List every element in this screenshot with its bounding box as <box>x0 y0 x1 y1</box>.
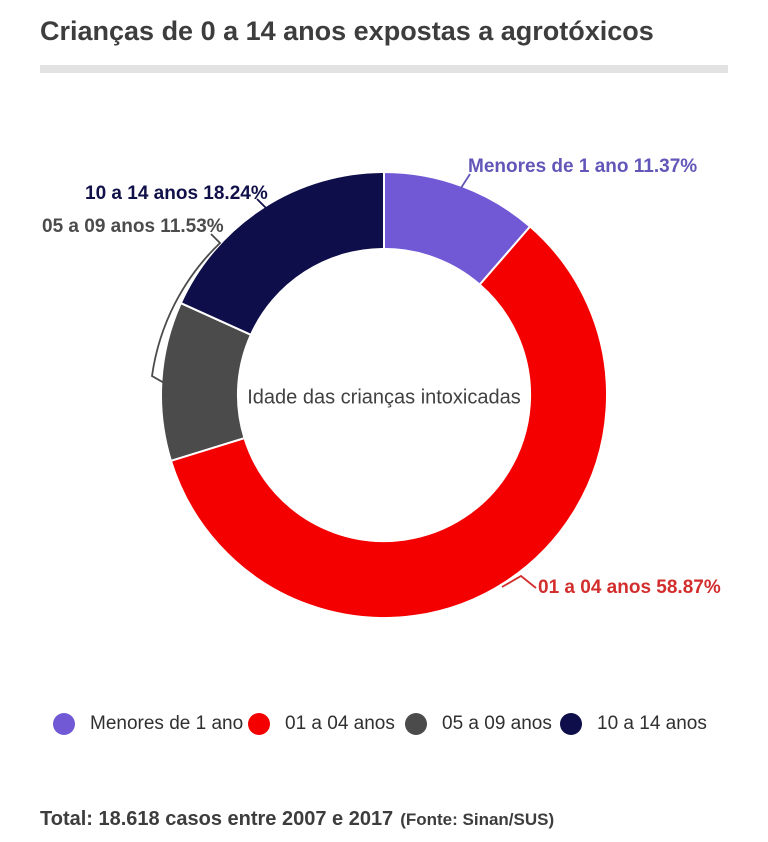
leader-line-10-a-14-anos <box>256 198 269 211</box>
donut-segment-01-a-04-anos[interactable] <box>169 225 608 619</box>
leader-line-menores-de-1-ano <box>460 173 471 189</box>
legend-item-01-a-04-anos[interactable]: 01 a 04 anos <box>248 713 395 735</box>
legend-dot <box>405 713 427 735</box>
footer-note: Total: 18.618 casos entre 2007 e 2017 (F… <box>40 808 554 831</box>
legend-label: 10 a 14 anos <box>597 713 707 734</box>
leader-line-05-a-09-anos <box>151 233 222 385</box>
legend-item-05-a-09-anos[interactable]: 05 a 09 anos <box>405 713 552 735</box>
legend-label: 05 a 09 anos <box>442 713 552 734</box>
legend-item-menores-de-1-ano[interactable]: Menores de 1 ano <box>53 713 243 735</box>
legend-label: Menores de 1 ano <box>90 713 244 734</box>
callout-leader-lines <box>151 173 537 589</box>
legend-dot <box>560 713 582 735</box>
legend-dot <box>53 713 75 735</box>
footer-total: Total: 18.618 casos entre 2007 e 2017 <box>40 808 394 830</box>
callout-10-a-14-anos: 10 a 14 anos 18.24% <box>85 183 268 204</box>
callout-menores-de-1-ano: Menores de 1 ano 11.37% <box>468 156 698 177</box>
donut-segment-10-a-14-anos[interactable] <box>179 170 385 337</box>
donut-segments <box>160 170 608 619</box>
donut-center-label: Idade das crianças intoxicadas <box>247 386 521 409</box>
legend-dot <box>248 713 270 735</box>
callout-05-a-09-anos: 05 a 09 anos 11.53% <box>42 216 224 237</box>
leader-line-01-a-04-anos <box>501 574 537 589</box>
legend-item-10-a-14-anos[interactable]: 10 a 14 anos <box>560 713 707 735</box>
footer-source: (Fonte: Sinan/SUS) <box>400 810 555 829</box>
callout-01-a-04-anos: 01 a 04 anos 58.87% <box>538 577 721 598</box>
page-title: Crianças de 0 a 14 anos expostas a agrot… <box>40 16 654 46</box>
title-divider <box>40 65 728 73</box>
legend-label: 01 a 04 anos <box>285 713 395 734</box>
